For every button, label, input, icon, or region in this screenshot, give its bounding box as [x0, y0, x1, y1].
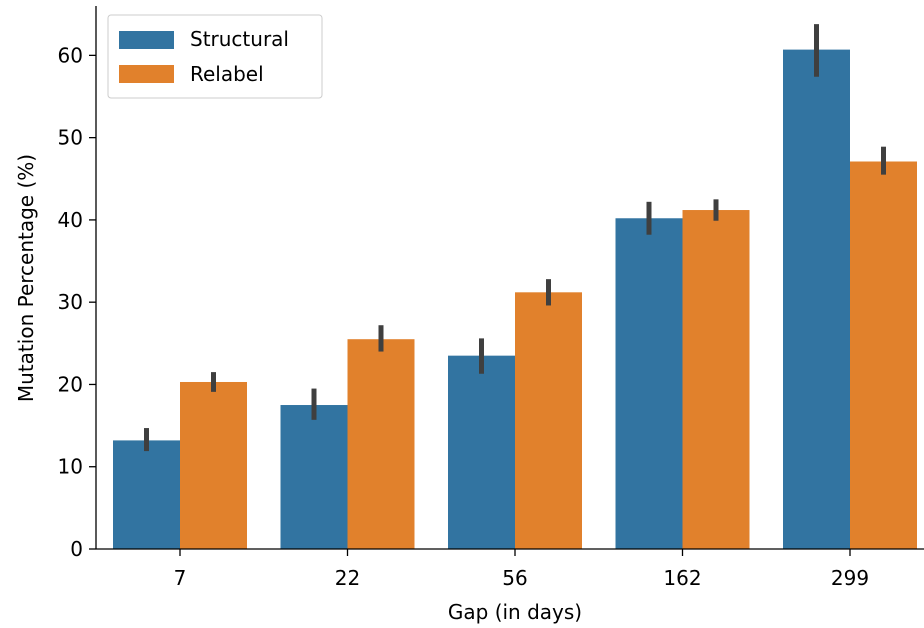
bar-structural-56 [448, 355, 515, 549]
y-tick-label: 50 [58, 126, 83, 150]
y-tick-label: 30 [58, 290, 83, 314]
bar-relabel-299 [850, 161, 917, 549]
bar-relabel-162 [682, 210, 750, 549]
bar-structural-7 [113, 440, 180, 549]
bar-structural-299 [783, 49, 850, 549]
x-tick-label: 162 [663, 566, 701, 590]
plot-area [113, 24, 917, 549]
legend-label-structural: Structural [190, 27, 289, 51]
x-ticks: 7 22 56 162 299 [174, 549, 869, 590]
y-tick-label: 60 [58, 43, 83, 67]
y-ticks: 0 10 20 30 40 50 60 [58, 43, 96, 561]
legend-swatch-relabel [119, 65, 174, 83]
bar-structural-22 [280, 405, 348, 549]
x-tick-label: 299 [831, 566, 869, 590]
x-tick-label: 7 [174, 566, 187, 590]
y-tick-label: 0 [70, 537, 83, 561]
y-tick-label: 10 [58, 455, 83, 479]
legend: Structural Relabel [107, 14, 323, 99]
bar-structural-162 [615, 218, 683, 549]
y-tick-label: 40 [58, 208, 83, 232]
y-axis-label: Mutation Percentage (%) [14, 154, 38, 402]
x-axis-label: Gap (in days) [448, 600, 582, 624]
x-tick-label: 56 [502, 566, 527, 590]
legend-swatch-structural [119, 31, 174, 49]
legend-label-relabel: Relabel [190, 62, 264, 86]
bar-relabel-56 [515, 292, 582, 549]
bar-relabel-7 [180, 381, 247, 549]
bar-relabel-22 [347, 339, 415, 549]
x-tick-label: 22 [335, 566, 360, 590]
y-tick-label: 20 [58, 372, 83, 396]
